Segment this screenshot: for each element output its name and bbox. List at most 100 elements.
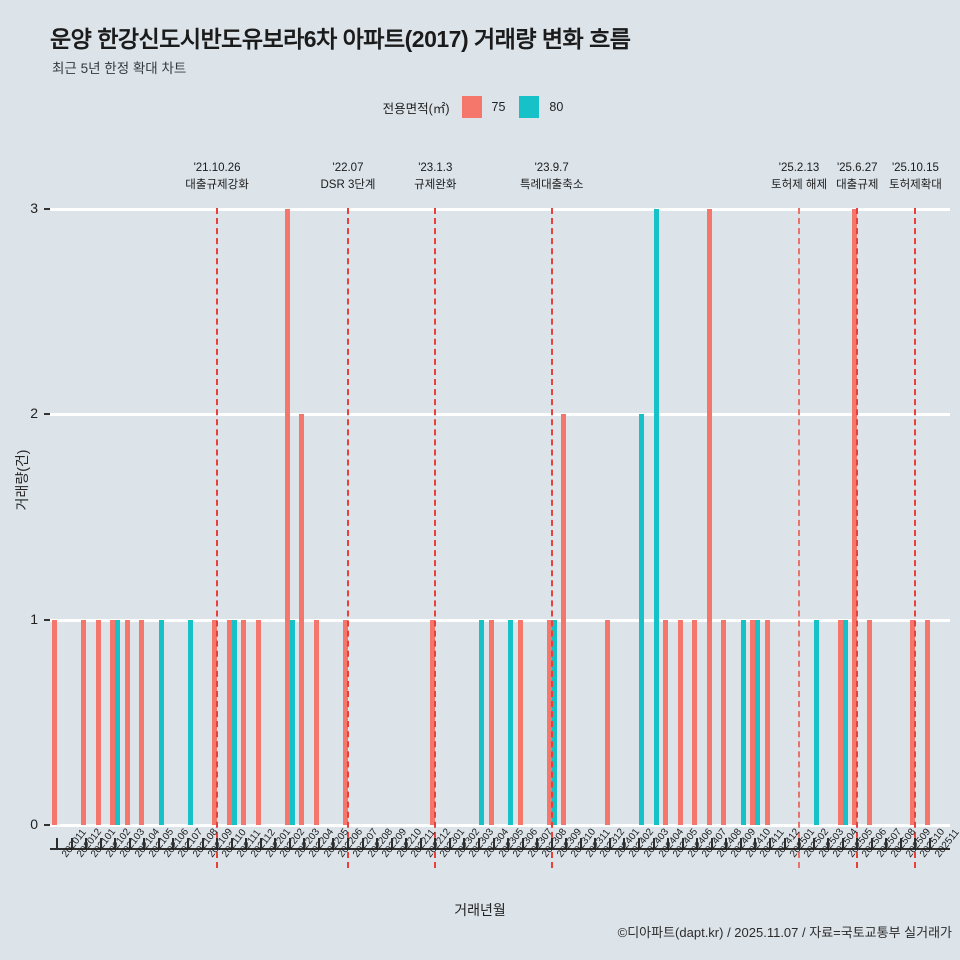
bar-202106-80[interactable] [158,619,164,825]
x-tick-label-202011: 202011 [60,827,89,860]
legend-label-75: 75 [491,100,506,114]
bar-202505-80[interactable] [842,619,848,825]
bar-202511-75[interactable] [925,619,930,825]
bar-202310-75[interactable] [561,414,567,825]
x-tick-label-202108: 202108 [190,826,221,860]
x-tick-label-202110: 202110 [220,827,249,860]
bar-202102-75[interactable] [95,619,101,825]
x-tick-202208 [361,838,364,848]
x-tick-label-202502: 202502 [802,826,832,860]
bar-202406-75[interactable] [677,619,683,825]
x-tick-202506 [856,838,859,848]
bar-202505-75[interactable] [837,619,843,825]
legend-item-75[interactable]: 75 [461,96,506,118]
x-axis-line [50,848,950,850]
bar-202204-75[interactable] [299,414,305,825]
x-tick-label-202112: 202112 [249,827,278,860]
bar-202207-75[interactable] [343,619,348,825]
x-tick-label-202509: 202509 [903,826,934,860]
x-tick-label-202107: 202107 [176,826,206,860]
legend-item-80[interactable]: 80 [519,96,563,118]
x-tick-202509 [899,838,902,848]
x-tick-202412 [768,838,771,848]
x-tick-202409 [725,838,728,848]
x-tick-202406 [681,838,684,848]
x-tick-label-202209: 202209 [380,826,410,860]
y-axis-title: 거래량(건) [14,449,30,511]
event-label-202510: '25.10.15 토허제확대 [855,160,960,194]
x-tick-label-202212: 202212 [423,826,453,860]
bar-202205-75[interactable] [313,619,319,825]
x-tick-202306 [507,838,510,848]
x-tick-label-202311: 202311 [583,827,613,860]
bar-202103-80[interactable] [115,619,121,825]
bar-202503-80[interactable] [813,619,819,825]
bar-202510-75[interactable] [910,619,916,825]
x-tick-label-202105: 202105 [147,826,177,860]
x-tick-202410 [739,838,742,848]
bar-202306-80[interactable] [508,619,514,825]
x-tick-202212 [419,838,422,848]
bar-202407-75[interactable] [692,619,698,825]
bar-202410-80[interactable] [740,619,746,825]
gridline-1 [50,618,950,622]
x-tick-label-202012: 202012 [74,826,104,860]
x-tick-202109 [201,838,204,848]
x-tick-label-202507: 202507 [874,826,905,860]
bar-202411-80[interactable] [755,619,761,825]
bar-202401-75[interactable] [604,619,610,825]
x-tick-label-202104: 202104 [132,826,162,860]
bar-202305-75[interactable] [488,619,494,825]
event-line-202502 [798,208,801,868]
bar-202412-75[interactable] [764,619,770,825]
bar-202301-75[interactable] [430,619,436,825]
bar-202507-75[interactable] [866,619,872,825]
bar-202307-75[interactable] [517,619,523,825]
bar-202111-80[interactable] [231,619,237,825]
x-tick-202104 [128,838,131,848]
event-date-202207: '22.07 [332,162,364,174]
bar-202404-80[interactable] [653,208,659,825]
bar-202506-75[interactable] [852,208,858,825]
bar-202103-75[interactable] [110,619,116,825]
bar-202405-75[interactable] [663,619,669,825]
bar-202203-80[interactable] [289,619,295,825]
x-tick-label-202106: 202106 [161,826,192,860]
event-date-202510: '25.10.15 [891,162,939,174]
event-name-202502: 토허제 해제 [770,179,828,191]
bar-202104-75[interactable] [124,619,130,825]
x-tick-label-202306: 202306 [511,826,541,860]
bar-202403-80[interactable] [639,414,644,825]
bar-202105-75[interactable] [139,619,145,825]
x-tick-202108 [186,838,189,848]
bar-202409-75[interactable] [721,619,727,825]
x-tick-label-202211: 202211 [409,827,438,860]
x-tick-label-202408: 202408 [714,826,744,860]
event-line-202207 [347,208,349,868]
event-line-202110 [216,208,219,868]
bar-202110-75[interactable] [212,619,218,825]
bar-202408-75[interactable] [706,208,712,825]
x-tick-label-202304: 202304 [481,826,512,860]
bar-202108-80[interactable] [187,619,193,825]
bar-202201-75[interactable] [255,619,261,825]
x-tick-202202 [274,838,277,848]
bar-202101-75[interactable] [81,619,87,825]
event-label-202506: '25.6.27 대출규제 [797,160,917,194]
bar-202309-80[interactable] [551,619,557,825]
x-tick-202405 [667,838,670,848]
x-tick-label-202510: 202510 [918,826,948,860]
x-tick-202201 [259,838,262,848]
bar-202111-75[interactable] [226,619,232,825]
bar-202112-75[interactable] [241,619,247,825]
bar-202411-75[interactable] [750,619,756,825]
event-label-202301: '23.1.3 규제완화 [375,160,495,194]
x-tick-label-202101: 202101 [89,826,119,860]
x-tick-label-202506: 202506 [860,826,890,860]
bar-202203-75[interactable] [284,208,290,825]
bar-202309-75[interactable] [546,619,552,825]
x-tick-202107 [172,838,175,848]
bar-202304-80[interactable] [478,619,484,825]
bar-202011-75[interactable] [52,619,57,825]
